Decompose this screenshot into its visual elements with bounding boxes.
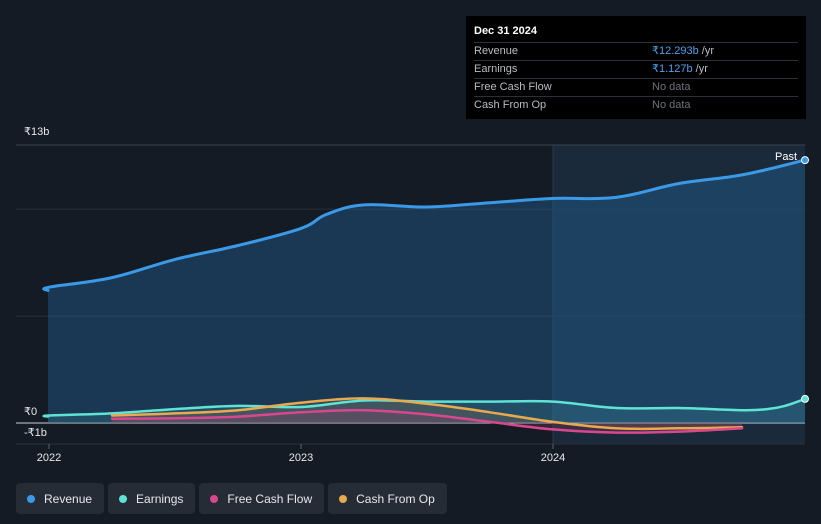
series-lines <box>42 158 807 434</box>
x-tick-labels: 2022 2023 2024 <box>37 444 565 464</box>
tooltip-value: No data <box>652 81 691 93</box>
free-cash-flow-area <box>112 410 742 433</box>
x-tick-label: 2022 <box>37 452 61 464</box>
legend-item-cash-from-op[interactable]: Cash From Op <box>328 483 447 514</box>
legend-dot-icon <box>210 494 219 503</box>
tooltip-row-cash-from-op: Cash From Op No data <box>474 97 798 114</box>
earnings-line <box>42 397 807 418</box>
legend-dot-icon <box>119 494 128 503</box>
series-markers <box>801 156 809 403</box>
highlight-region <box>553 145 805 444</box>
tooltip-unit: /yr <box>695 63 708 75</box>
cash-from-op-line <box>110 397 744 431</box>
tooltip-label: Earnings <box>474 63 518 75</box>
tooltip-date: Dec 31 2024 <box>474 24 798 43</box>
legend-label: Revenue <box>44 491 93 506</box>
legend: Revenue Earnings Free Cash Flow Cash Fro… <box>16 483 447 514</box>
free-cash-flow-line <box>110 408 744 434</box>
earnings-end-marker <box>801 394 809 403</box>
tooltip-value: ₹1.127b <box>652 63 693 75</box>
tooltip-value: No data <box>652 99 691 111</box>
tooltip-row-earnings: Earnings ₹1.127b /yr <box>474 61 798 79</box>
tooltip-label: Cash From Op <box>474 99 547 111</box>
y-tick-label: ₹0 <box>24 406 37 418</box>
tooltip: Dec 31 2024 Revenue ₹12.293b /yr Earning… <box>466 16 806 119</box>
legend-label: Cash From Op <box>356 491 435 506</box>
x-tick-label: 2024 <box>541 452 565 464</box>
tooltip-label: Revenue <box>474 45 519 57</box>
legend-item-free-cash-flow[interactable]: Free Cash Flow <box>199 483 325 514</box>
tooltip-unit: /yr <box>701 45 714 57</box>
y-tick-label: -₹1b <box>24 427 47 439</box>
legend-item-revenue[interactable]: Revenue <box>16 483 105 514</box>
tooltip-label: Free Cash Flow <box>474 81 552 93</box>
legend-dot-icon <box>339 494 348 503</box>
x-tick-label: 2023 <box>289 452 313 464</box>
grid <box>16 144 805 445</box>
y-tick-label: ₹13b <box>24 126 49 138</box>
y-tick-labels: ₹13b ₹0 -₹1b <box>24 126 49 439</box>
tooltip-row-free-cash-flow: Free Cash Flow No data <box>474 79 798 97</box>
tooltip-row-revenue: Revenue ₹12.293b /yr <box>474 43 798 61</box>
revenue-end-marker <box>801 156 809 165</box>
revenue-area <box>43 160 806 423</box>
legend-label: Earnings <box>136 491 184 506</box>
series-areas <box>43 160 806 433</box>
legend-dot-icon <box>27 494 35 503</box>
revenue-line <box>42 158 807 292</box>
legend-item-earnings[interactable]: Earnings <box>108 483 196 514</box>
past-label: Past <box>775 151 797 163</box>
legend-label: Free Cash Flow <box>227 491 313 506</box>
tooltip-value: ₹12.293b <box>652 45 699 57</box>
